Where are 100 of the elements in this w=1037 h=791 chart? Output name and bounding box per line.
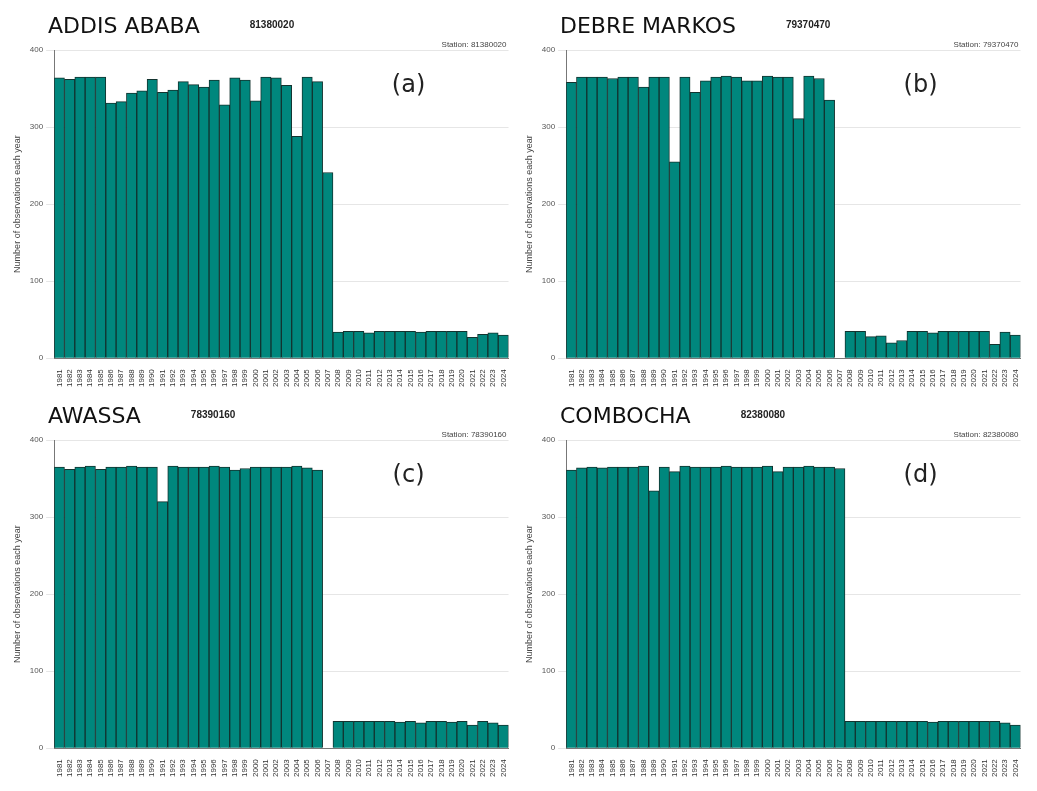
x-tick-label: 2024	[1010, 758, 1020, 777]
x-tick-label: 2009	[343, 758, 353, 777]
x-tick-label: 2000	[250, 368, 260, 387]
x-tick-label: 2001	[773, 368, 783, 387]
x-tick-label: 2011	[364, 758, 374, 777]
x-tick-label: 2001	[773, 758, 783, 777]
annotation: (a)	[391, 70, 426, 99]
x-tick-label: 2009	[855, 368, 865, 387]
x-tick-label: 1983	[587, 758, 597, 777]
x-tick-label: 2020	[457, 758, 467, 777]
x-tick-label: 1997	[731, 758, 741, 777]
x-tick-label: 2021	[979, 758, 989, 777]
x-tick-label: 2018	[436, 758, 446, 777]
x-tick-label: 2014	[395, 758, 405, 777]
x-tick-label: 1987	[116, 758, 126, 777]
y-tick-label: 200	[29, 589, 44, 599]
x-tick-label: 2016	[415, 368, 425, 387]
x-tick-label: 1994	[700, 758, 710, 777]
y-tick-label: 400	[541, 45, 556, 55]
chart-subtitle: 81380020	[249, 19, 295, 30]
x-tick-label: 2021	[979, 368, 989, 387]
text: Station: 82380080	[953, 430, 1020, 440]
x-tick-label: 1988	[638, 758, 648, 777]
x-tick-label: 2003	[793, 368, 803, 387]
x-tick-label: 2003	[281, 368, 291, 387]
x-tick-label: 2005	[302, 368, 312, 387]
x-tick-label: 1983	[75, 758, 85, 777]
x-tick-label: 1996	[209, 758, 219, 777]
x-tick-label: 2003	[281, 758, 291, 777]
chart-subtitle: 78390160	[190, 409, 236, 420]
y-tick-label: 300	[541, 512, 556, 522]
x-tick-label: 2013	[896, 758, 906, 777]
x-tick-label: 1985	[607, 758, 617, 777]
x-tick-label: 2012	[886, 368, 896, 387]
y-tick-label: 0	[550, 743, 556, 753]
x-tick-label: 2000	[250, 758, 260, 777]
y-tick-label: 300	[541, 122, 556, 132]
x-tick-label: 2002	[271, 758, 281, 777]
x-tick-label: 2001	[261, 368, 271, 387]
x-tick-label: 2014	[395, 368, 405, 387]
x-tick-label: 1993	[690, 758, 700, 777]
x-tick-label: 1982	[64, 368, 74, 387]
x-tick-label: 1999	[240, 758, 250, 777]
x-tick-label: 1984	[85, 758, 95, 777]
x-tick-label: 1991	[669, 368, 679, 387]
x-tick-label: 2011	[876, 368, 886, 387]
x-tick-label: 2015	[405, 368, 415, 387]
x-tick-label: 2011	[364, 368, 374, 387]
x-tick-label: 2002	[783, 368, 793, 387]
x-tick-label: 2012	[886, 758, 896, 777]
x-tick-label: 1986	[106, 758, 116, 777]
x-tick-label: 1998	[742, 368, 752, 387]
x-tick-label: 2008	[845, 368, 855, 387]
x-tick-label: 2002	[271, 368, 281, 387]
x-tick-label: 1984	[597, 758, 607, 777]
x-tick-label: 1993	[178, 368, 188, 387]
x-tick-label: 1997	[219, 758, 229, 777]
x-tick-label: 2023	[488, 368, 498, 387]
x-tick-label: 2015	[917, 758, 927, 777]
x-tick-label: 1988	[126, 758, 136, 777]
y-tick-label: 0	[38, 743, 44, 753]
x-tick-label: 2023	[488, 758, 498, 777]
x-tick-label: 1990	[659, 368, 669, 387]
x-tick-label: 2018	[436, 368, 446, 387]
x-tick-label: 1984	[597, 368, 607, 387]
x-tick-label: 2010	[353, 368, 363, 387]
x-tick-label: 1995	[711, 368, 721, 387]
x-tick-label: 1989	[649, 758, 659, 777]
x-tick-label: 2020	[969, 758, 979, 777]
x-tick-label: 2007	[323, 368, 333, 387]
x-tick-label: 1981	[566, 368, 576, 387]
x-tick-label: 1987	[116, 368, 126, 387]
y-axis-title: Number of observations each year	[11, 135, 22, 273]
x-tick-label: 1999	[752, 368, 762, 387]
x-tick-label: 2022	[989, 368, 999, 387]
x-tick-label: 2008	[333, 368, 343, 387]
x-tick-label: 1989	[137, 758, 147, 777]
x-tick-label: 1993	[690, 368, 700, 387]
chart-subtitle: 79370470	[785, 19, 831, 30]
x-tick-label: 2004	[292, 368, 302, 387]
x-tick-label: 1998	[230, 758, 240, 777]
x-tick-label: 1990	[147, 368, 157, 387]
x-tick-label: 2014	[907, 368, 917, 387]
x-tick-label: 2006	[312, 368, 322, 387]
x-tick-label: 1981	[566, 758, 576, 777]
x-tick-label: 2000	[762, 368, 772, 387]
y-tick-label: 200	[541, 199, 556, 209]
x-tick-label: 2007	[835, 758, 845, 777]
y-tick-label: 100	[541, 666, 556, 676]
x-tick-label: 1999	[752, 758, 762, 777]
x-tick-label: 2005	[302, 758, 312, 777]
x-tick-label: 2022	[989, 758, 999, 777]
text: Station: 78390160	[441, 430, 508, 440]
x-tick-label: 2010	[865, 368, 875, 387]
y-tick-label: 100	[29, 666, 44, 676]
x-tick-label: 1992	[680, 368, 690, 387]
x-tick-label: 1993	[178, 758, 188, 777]
x-tick-label: 1992	[168, 758, 178, 777]
x-tick-label: 2016	[927, 758, 937, 777]
x-tick-label: 2017	[426, 758, 436, 777]
